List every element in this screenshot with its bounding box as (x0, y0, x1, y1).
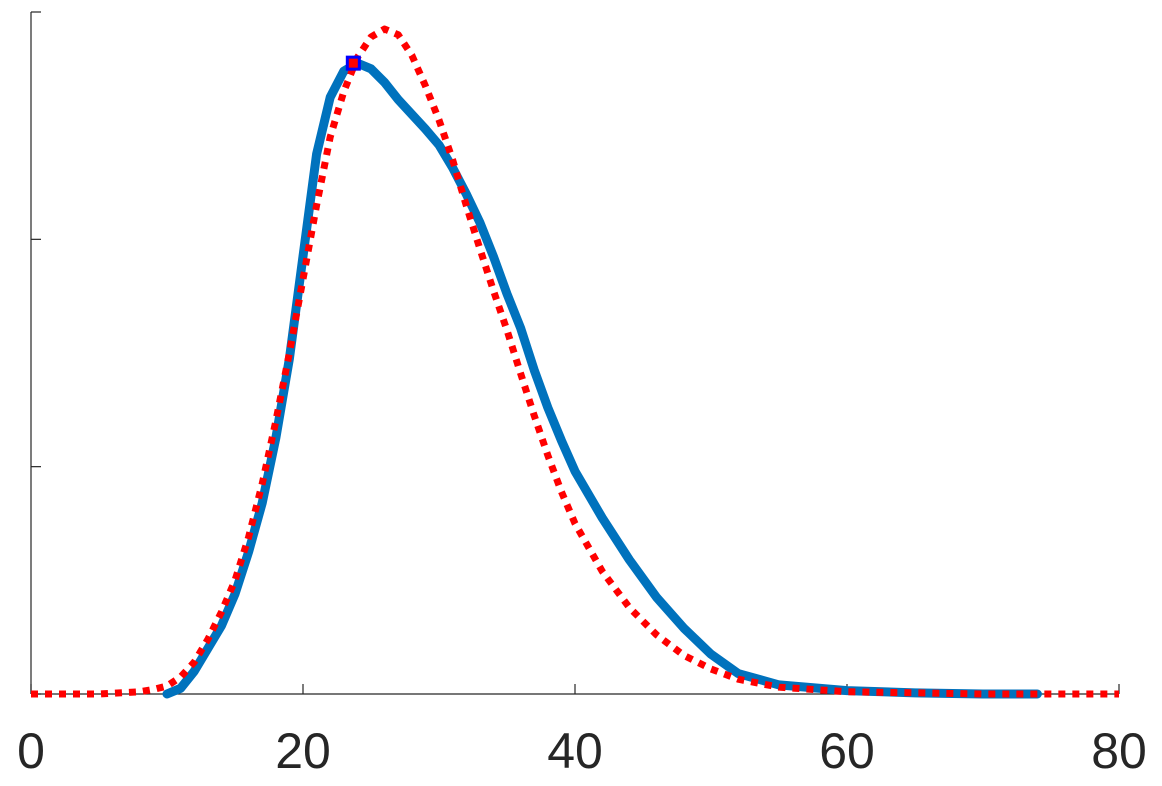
x-tick-label: 80 (1091, 723, 1147, 779)
peak-marker (345, 55, 361, 71)
series-layer (31, 25, 1119, 699)
x-tick-label: 0 (17, 723, 45, 779)
x-tick-label: 20 (275, 723, 331, 779)
fit-curve-line (31, 25, 1119, 698)
x-tick-label: 40 (547, 723, 603, 779)
marker-layer (345, 55, 361, 71)
ticks-group: 0 20 40 60 80 (17, 11, 1147, 779)
empirical-curve-line (162, 58, 1042, 699)
x-tick-label: 60 (819, 723, 875, 779)
